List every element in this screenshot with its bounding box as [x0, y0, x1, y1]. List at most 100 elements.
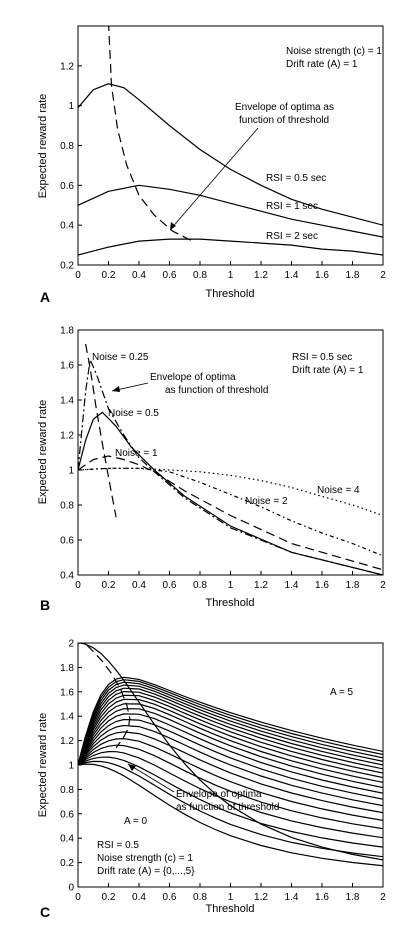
- series-line: [78, 184, 383, 238]
- y-tick-label: 1.2: [60, 431, 74, 442]
- panel-c-annot-a5: A = 5: [330, 687, 354, 698]
- panel-a-annot-rsi-2: RSI = 2 sec: [266, 231, 318, 242]
- panel-a-ticks: 0 0.2 0.4 0.6 0.8 1 1.2 1.4 1.6 1.8 20.20.40.60.81…: [60, 61, 386, 281]
- panel-b-ylabel: Expected reward rate: [37, 400, 49, 505]
- x-tick-label: 1.6: [315, 580, 329, 591]
- panel-c-letter: C: [40, 904, 50, 920]
- panel-a-annot-drift: Drift rate (A) = 1: [286, 59, 358, 70]
- panel-c-xlabel: Threshold: [206, 903, 255, 915]
- y-tick-label: 0.2: [60, 858, 74, 869]
- y-tick-label: 1.8: [60, 663, 74, 674]
- x-tick-label: 1.8: [346, 270, 360, 281]
- series-line: [78, 718, 383, 800]
- x-tick-label: 0.2: [102, 892, 116, 903]
- series-line: [78, 731, 383, 814]
- panel-b-annot-envelope-1: Envelope of optima: [150, 372, 236, 383]
- x-tick-label: 2: [380, 580, 386, 591]
- y-tick-label: 1.6: [60, 687, 74, 698]
- x-tick-label: 1.8: [346, 580, 360, 591]
- panel-c-envelope-arrow: [127, 763, 175, 793]
- panel-c-annot-noise: Noise strength (c) = 1: [97, 853, 193, 864]
- panel-b-annot-drift: Drift rate (A) = 1: [292, 365, 364, 376]
- x-tick-label: 0.6: [163, 580, 177, 591]
- panel-a-annot-noise: Noise strength (c) = 1: [286, 46, 382, 57]
- panel-a-annot-envelope-2: function of threshold: [239, 115, 329, 126]
- panel-b-xlabel: Threshold: [206, 597, 255, 609]
- y-tick-label: 1.4: [60, 712, 74, 723]
- panel-b-ticks: 0 0.2 0.4 0.6 0.8 1 1.2 1.4 1.6 1.8 2 0.4 0.6 0.8 1 1.2…: [60, 326, 386, 592]
- panel-b-annot-envelope-2: as function of threshold: [165, 385, 268, 396]
- y-tick-label: 1.2: [60, 61, 74, 72]
- y-tick-label: 1: [68, 101, 74, 112]
- series-line: [78, 238, 383, 256]
- y-tick-label: 1.2: [60, 736, 74, 747]
- y-tick-label: 0.8: [60, 501, 74, 512]
- y-tick-label: 0.4: [60, 221, 74, 232]
- x-tick-label: 0.4: [132, 580, 146, 591]
- y-tick-label: 0.6: [60, 809, 74, 820]
- panel-c-series: [78, 643, 383, 867]
- y-tick-label: 1.8: [60, 326, 74, 337]
- x-tick-label: 0.8: [193, 580, 207, 591]
- x-tick-label: 1.2: [254, 580, 268, 591]
- x-tick-label: 1: [228, 892, 234, 903]
- panel-a-annot-rsi-1: RSI = 1 sec: [266, 201, 318, 212]
- series-line: [78, 467, 383, 517]
- x-tick-label: 0.8: [193, 892, 207, 903]
- panel-a-series: [78, 26, 383, 256]
- y-tick-label: 1: [68, 466, 74, 477]
- x-tick-label: 1: [228, 270, 234, 281]
- x-tick-label: 1.2: [254, 892, 268, 903]
- y-tick-label: 0.2: [60, 261, 74, 272]
- x-tick-label: 0: [75, 270, 81, 281]
- panel-c: 0 0.2 0.4 0.6 0.8 1 1.2 1.4 1.6 1.8 2 0 0.2 0.4 0.6 0.8…: [37, 639, 386, 921]
- series-line: [78, 676, 383, 766]
- x-tick-label: 0.4: [132, 892, 146, 903]
- panel-a-envelope-arrow: [169, 127, 259, 231]
- panel-a-ylabel: Expected reward rate: [37, 94, 49, 199]
- panel-c-annot-envelope-1: Envelope of optima: [176, 789, 262, 800]
- y-tick-label: 0.8: [60, 141, 74, 152]
- y-tick-label: 0.4: [60, 571, 74, 582]
- series-line: [78, 687, 383, 766]
- series-line: [78, 756, 383, 848]
- x-tick-label: 0.6: [163, 892, 177, 903]
- y-tick-label: 0: [68, 883, 74, 894]
- x-tick-label: 2: [380, 270, 386, 281]
- series-line: [78, 698, 383, 779]
- panel-b-annot-noise-05: Noise = 0.5: [108, 408, 159, 419]
- panel-b-annot-noise-2: Noise = 2: [245, 496, 288, 507]
- y-tick-label: 0.6: [60, 536, 74, 547]
- x-tick-label: 0.2: [102, 580, 116, 591]
- series-line: [78, 455, 383, 571]
- panel-a-letter: A: [40, 289, 50, 305]
- x-tick-label: 0: [75, 892, 81, 903]
- x-tick-label: 1.2: [254, 270, 268, 281]
- series-line: [78, 763, 383, 867]
- series-line: [78, 744, 383, 830]
- y-tick-label: 0.4: [60, 834, 74, 845]
- panel-c-annot-drift: Drift rate (A) = {0,...,5}: [97, 866, 195, 877]
- panel-c-ylabel: Expected reward rate: [37, 713, 49, 818]
- series-line: [78, 690, 383, 770]
- y-tick-label: 1.4: [60, 396, 74, 407]
- y-tick-label: 1.6: [60, 361, 74, 372]
- x-tick-label: 1: [228, 580, 234, 591]
- panel-b-annot-noise-025: Noise = 0.25: [92, 352, 149, 363]
- x-tick-label: 2: [380, 892, 386, 903]
- series-line: [78, 681, 383, 766]
- panel-b-annot-noise-4: Noise = 4: [317, 485, 360, 496]
- x-tick-label: 0.6: [163, 270, 177, 281]
- panel-a-annot-rsi-05: RSI = 0.5 sec: [266, 173, 326, 184]
- x-tick-label: 0.8: [193, 270, 207, 281]
- panel-b-letter: B: [40, 597, 50, 613]
- series-line: [78, 467, 383, 557]
- panel-b-annot-rsi: RSI = 0.5 sec: [292, 352, 352, 363]
- series-line: [78, 411, 383, 575]
- series-line: [78, 760, 383, 858]
- panel-b-envelope-arrowhead: [112, 386, 120, 392]
- x-tick-label: 1.4: [285, 892, 299, 903]
- y-tick-label: 0.8: [60, 785, 74, 796]
- series-line: [78, 684, 383, 766]
